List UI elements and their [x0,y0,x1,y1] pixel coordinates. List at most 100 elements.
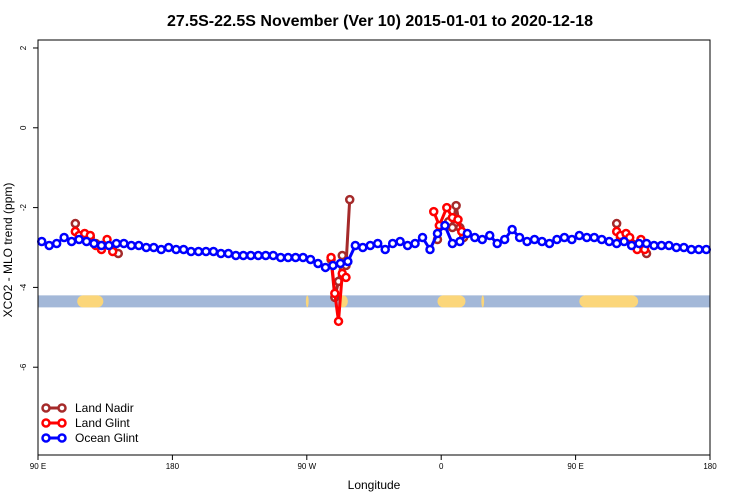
data-point-ocean-glint [253,250,264,261]
data-point-ocean-glint [492,238,502,249]
data-point-ocean-glint [134,240,144,251]
data-point-ocean-glint [350,240,361,251]
series-layer [36,194,712,327]
data-point-ocean-glint [156,244,166,255]
data-point-ocean-glint [522,236,532,247]
x-tick-label: 180 [166,462,180,471]
data-point-ocean-glint [596,234,607,245]
data-point-ocean-glint [66,236,77,247]
data-point-ocean-glint [470,232,480,243]
data-point-ocean-glint [320,262,331,273]
data-point-ocean-glint [417,232,428,243]
data-point-ocean-glint [59,232,69,243]
x-tick-label: 90 W [297,462,316,471]
data-point-ocean-glint [462,228,473,239]
data-point-ocean-glint [559,232,570,243]
data-point-land-glint [326,252,336,263]
legend-marker-land-nadir [41,403,51,413]
data-point-ocean-glint [455,236,465,247]
y-tick-label: 0 [19,125,28,130]
legend-label-ocean-glint: Ocean Glint [75,431,139,445]
data-point-ocean-glint [365,240,376,251]
data-point-ocean-glint [686,244,697,255]
data-point-ocean-glint [544,238,555,249]
data-point-ocean-glint [298,252,308,263]
data-point-ocean-glint [328,260,338,271]
land-ocean-band [38,295,710,308]
data-point-ocean-glint [171,244,181,255]
data-point-ocean-glint [380,244,390,255]
legend-marker-land-glint [57,418,67,428]
data-point-ocean-glint [275,252,286,263]
data-point-ocean-glint [656,240,667,251]
data-point-ocean-glint [148,242,159,253]
x-tick-label: 90 E [30,462,46,471]
x-tick-label: 180 [703,462,717,471]
data-point-ocean-glint [634,238,644,249]
data-point-ocean-glint [201,246,211,257]
data-point-ocean-glint [141,242,152,253]
land-band-segment [579,295,639,308]
data-point-ocean-glint [96,240,107,251]
data-point-land-glint [341,272,351,283]
data-point-land-nadir [611,218,622,229]
data-point-land-glint [428,206,439,217]
data-point-ocean-glint [246,250,256,261]
data-point-land-nadir [451,200,461,211]
legend-label-land-glint: Land Glint [75,416,130,430]
data-point-ocean-glint [701,244,712,255]
data-point-ocean-glint [313,258,323,269]
legend-marker-land-nadir [57,403,67,413]
data-point-ocean-glint [231,250,241,261]
data-point-ocean-glint [268,250,278,261]
land-band-segment [305,295,309,308]
data-point-ocean-glint [178,244,189,255]
y-tick-label: -2 [19,203,28,211]
land-band-segment [481,295,485,308]
data-point-land-nadir [447,222,458,233]
data-point-ocean-glint [507,224,517,235]
data-point-ocean-glint [477,234,488,245]
data-point-ocean-glint [216,248,226,259]
ocean-band [38,295,710,308]
x-axis-label: Longitude [348,478,401,492]
data-point-ocean-glint [567,234,577,245]
legend-label-land-nadir: Land Nadir [75,401,134,415]
data-point-ocean-glint [529,234,540,245]
data-point-land-glint [333,316,344,327]
data-point-ocean-glint [163,242,174,253]
data-point-land-nadir [70,218,81,229]
y-tick-label: -6 [19,363,28,371]
data-point-ocean-glint [358,242,368,253]
data-point-land-glint [453,214,463,225]
x-tick-label: 90 E [567,462,583,471]
data-point-ocean-glint [619,236,629,247]
data-point-ocean-glint [626,240,637,251]
data-point-ocean-glint [74,234,84,245]
data-point-ocean-glint [186,246,196,257]
data-point-ocean-glint [89,238,99,249]
land-band-segment [77,295,104,308]
data-point-ocean-glint [537,236,547,247]
data-point-ocean-glint [552,234,562,245]
data-point-ocean-glint [36,236,47,247]
legend-marker-land-glint [41,418,51,428]
data-point-ocean-glint [387,238,398,249]
x-tick-label: 0 [439,462,444,471]
data-point-ocean-glint [44,240,54,251]
data-point-ocean-glint [671,242,682,253]
data-point-ocean-glint [679,242,689,253]
series-ocean-glint [36,220,712,273]
data-point-ocean-glint [447,238,458,249]
data-point-ocean-glint [641,238,652,249]
data-point-ocean-glint [372,238,383,249]
data-point-ocean-glint [574,230,585,241]
data-point-ocean-glint [604,236,614,247]
data-point-ocean-glint [499,234,510,245]
data-point-ocean-glint [649,240,659,251]
data-point-ocean-glint [611,238,622,249]
data-point-ocean-glint [410,238,420,249]
legend-marker-ocean-glint [41,433,51,443]
